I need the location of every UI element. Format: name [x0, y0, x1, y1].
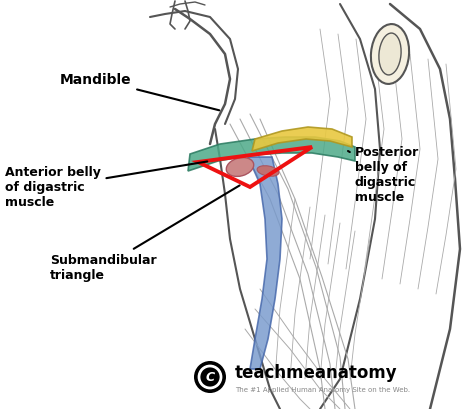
Text: Submandibular
triangle: Submandibular triangle — [50, 186, 240, 281]
Text: C: C — [205, 371, 215, 384]
Polygon shape — [252, 128, 352, 152]
Text: Posterior
belly of
digastric
muscle: Posterior belly of digastric muscle — [348, 146, 419, 204]
Ellipse shape — [226, 158, 254, 177]
Ellipse shape — [371, 25, 409, 85]
Polygon shape — [188, 138, 355, 172]
Ellipse shape — [257, 166, 279, 177]
Polygon shape — [248, 157, 282, 369]
Text: Mandible: Mandible — [60, 73, 219, 111]
Circle shape — [194, 361, 226, 393]
Text: The #1 Applied Human Anatomy Site on the Web.: The #1 Applied Human Anatomy Site on the… — [235, 386, 410, 392]
Text: Anterior belly
of digastric
muscle: Anterior belly of digastric muscle — [5, 162, 207, 209]
Text: teachmeanatomy: teachmeanatomy — [235, 363, 398, 381]
Ellipse shape — [379, 34, 401, 76]
